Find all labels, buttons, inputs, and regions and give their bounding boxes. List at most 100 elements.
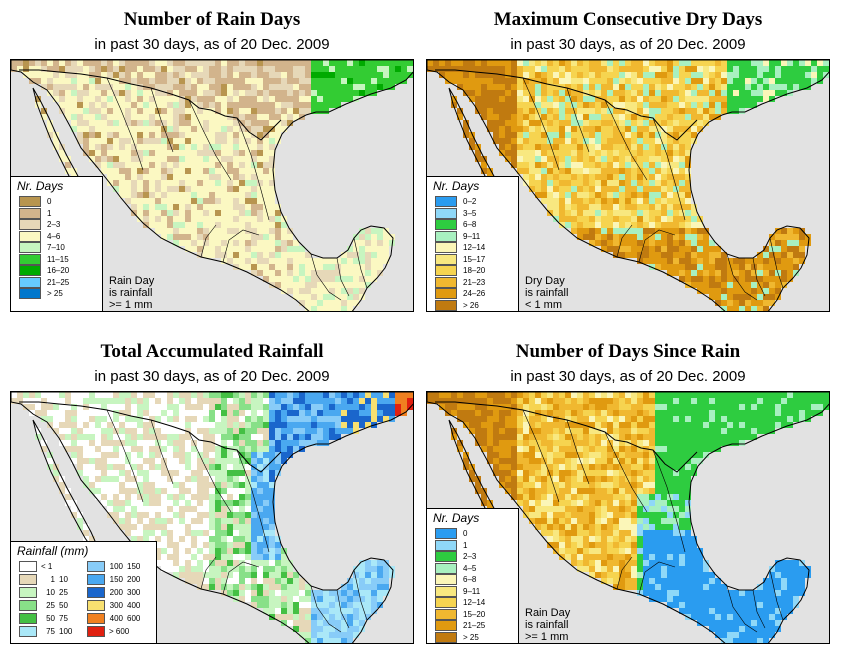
grid-cell xyxy=(125,434,131,440)
grid-cell xyxy=(245,198,251,204)
grid-cell xyxy=(673,398,679,404)
grid-cell xyxy=(565,60,571,66)
grid-cell xyxy=(185,84,191,90)
grid-cell xyxy=(715,404,721,410)
grid-cell xyxy=(523,404,529,410)
grid-cell xyxy=(341,620,347,626)
grid-cell xyxy=(643,434,649,440)
grid-cell xyxy=(119,512,125,518)
grid-cell xyxy=(113,150,119,156)
grid-cell xyxy=(179,60,185,66)
grid-cell xyxy=(505,144,511,150)
grid-cell xyxy=(179,464,185,470)
grid-cell xyxy=(209,434,215,440)
grid-cell xyxy=(281,66,287,72)
grid-cell xyxy=(577,416,583,422)
grid-cell xyxy=(317,72,323,78)
grid-cell xyxy=(197,578,203,584)
grid-cell xyxy=(673,138,679,144)
grid-cell xyxy=(83,132,89,138)
grid-cell xyxy=(583,60,589,66)
grid-cell xyxy=(763,288,769,294)
grid-cell xyxy=(541,78,547,84)
legend-swatch xyxy=(19,207,41,219)
grid-cell xyxy=(715,258,721,264)
grid-cell xyxy=(745,416,751,422)
grid-cell xyxy=(781,410,787,416)
grid-cell xyxy=(167,410,173,416)
grid-cell xyxy=(583,422,589,428)
grid-cell xyxy=(299,264,305,270)
grid-cell xyxy=(239,578,245,584)
grid-cell xyxy=(209,240,215,246)
grid-cell xyxy=(65,60,71,66)
grid-cell xyxy=(257,270,263,276)
grid-cell xyxy=(167,174,173,180)
grid-cell xyxy=(625,416,631,422)
panel-title: Total Accumulated Rainfall xyxy=(100,341,324,362)
grid-cell xyxy=(523,440,529,446)
grid-cell xyxy=(155,560,161,566)
grid-cell xyxy=(685,398,691,404)
grid-cell xyxy=(505,150,511,156)
grid-cell xyxy=(763,410,769,416)
grid-cell xyxy=(221,84,227,90)
grid-cell xyxy=(107,60,113,66)
grid-cell xyxy=(173,566,179,572)
grid-cell xyxy=(299,608,305,614)
grid-cell xyxy=(329,294,335,300)
grid-cell xyxy=(335,392,341,398)
grid-cell xyxy=(101,84,107,90)
grid-cell xyxy=(185,90,191,96)
grid-cell xyxy=(613,72,619,78)
grid-cell xyxy=(457,60,463,66)
grid-cell xyxy=(595,138,601,144)
grid-cell xyxy=(511,84,517,90)
grid-cell xyxy=(113,156,119,162)
grid-cell xyxy=(185,434,191,440)
grid-cell xyxy=(817,398,823,404)
grid-cell xyxy=(77,422,83,428)
legend-item: 150 200 xyxy=(87,574,157,585)
grid-cell xyxy=(619,198,625,204)
grid-cell xyxy=(77,126,83,132)
grid-cell xyxy=(233,216,239,222)
grid-cell xyxy=(577,186,583,192)
grid-cell xyxy=(149,392,155,398)
grid-cell xyxy=(733,428,739,434)
grid-cell xyxy=(239,404,245,410)
grid-cell xyxy=(511,114,517,120)
grid-cell xyxy=(203,398,209,404)
grid-cell xyxy=(251,488,257,494)
grid-cell xyxy=(227,240,233,246)
grid-cell xyxy=(643,132,649,138)
grid-cell xyxy=(541,440,547,446)
grid-cell xyxy=(535,60,541,66)
grid-cell xyxy=(143,422,149,428)
grid-cell xyxy=(203,126,209,132)
grid-cell xyxy=(475,404,481,410)
grid-cell xyxy=(637,144,643,150)
grid-cell xyxy=(667,264,673,270)
grid-cell xyxy=(553,198,559,204)
grid-cell xyxy=(335,294,341,300)
grid-cell xyxy=(353,398,359,404)
grid-cell xyxy=(209,84,215,90)
grid-cell xyxy=(305,620,311,626)
grid-cell xyxy=(137,398,143,404)
grid-cell xyxy=(221,446,227,452)
grid-cell xyxy=(679,66,685,72)
grid-cell xyxy=(287,440,293,446)
grid-cell xyxy=(281,114,287,120)
grid-cell xyxy=(173,216,179,222)
grid-cell xyxy=(353,276,359,282)
grid-cell xyxy=(469,144,475,150)
grid-cell xyxy=(667,66,673,72)
grid-cell xyxy=(601,198,607,204)
grid-cell xyxy=(299,258,305,264)
grid-cell xyxy=(601,60,607,66)
grid-cell xyxy=(493,108,499,114)
grid-cell xyxy=(251,560,257,566)
grid-cell xyxy=(341,90,347,96)
grid-cell xyxy=(637,180,643,186)
